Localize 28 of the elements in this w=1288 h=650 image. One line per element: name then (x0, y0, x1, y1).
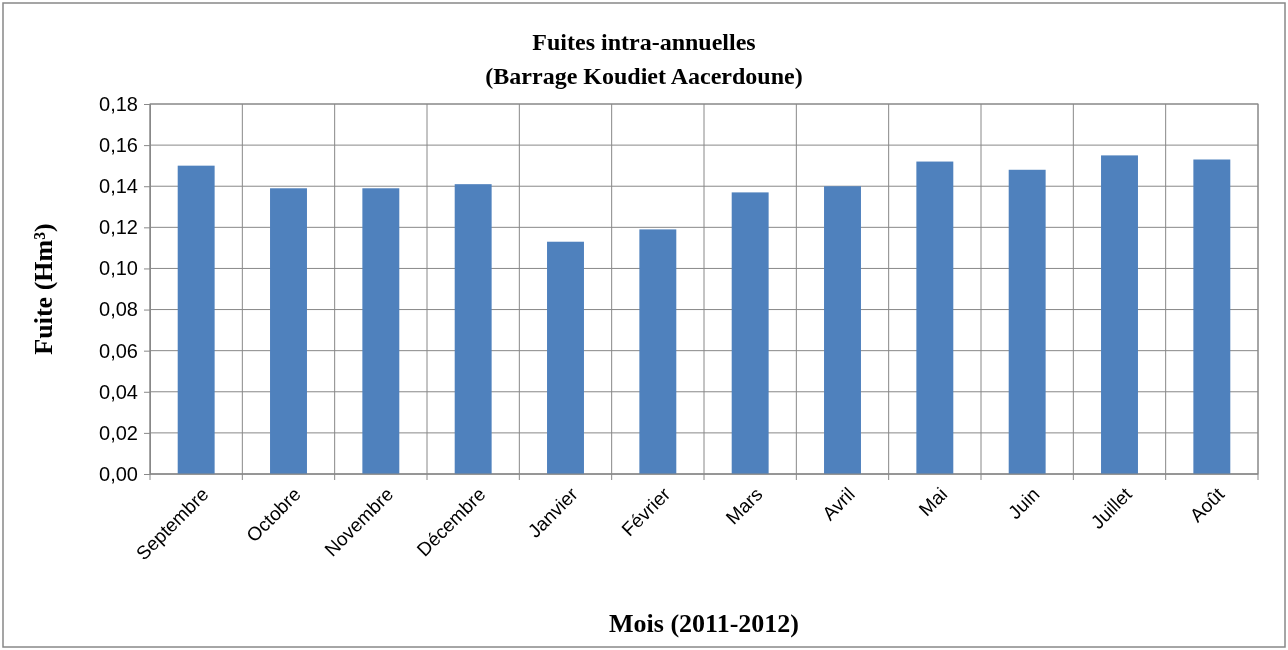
y-tick-label: 0,14 (99, 175, 138, 198)
bar (454, 184, 492, 474)
bar (547, 241, 584, 474)
y-tick-label: 0,10 (99, 257, 138, 280)
y-tick-label: 0,00 (99, 462, 138, 485)
y-axis-title: Fuite (Hm³) (29, 223, 58, 355)
y-tick-label: 0,12 (99, 216, 138, 239)
x-tick-label: Mai (914, 483, 952, 521)
bar (824, 186, 861, 474)
y-tick-label: 0,16 (99, 134, 138, 157)
chart-subtitle: (Barrage Koudiet Aacerdoune) (485, 63, 803, 89)
y-tick-label: 0,02 (99, 421, 138, 444)
x-tick-label: Juin (1004, 483, 1044, 524)
bar (639, 229, 677, 474)
bar (916, 161, 954, 474)
bar (1008, 169, 1046, 474)
y-tick-label: 0,04 (99, 380, 138, 403)
y-tick-label: 0,06 (99, 339, 138, 362)
bar (731, 192, 769, 474)
y-tick-label: 0,18 (99, 92, 138, 115)
chart-title: Fuites intra-annuelles (532, 29, 756, 55)
bar (1193, 159, 1231, 474)
bar (362, 188, 400, 474)
bar (1101, 155, 1138, 474)
bar (177, 165, 215, 474)
bar (270, 188, 307, 474)
x-axis-title: Mois (2011-2012) (609, 609, 799, 638)
y-tick-label: 0,08 (99, 298, 138, 321)
